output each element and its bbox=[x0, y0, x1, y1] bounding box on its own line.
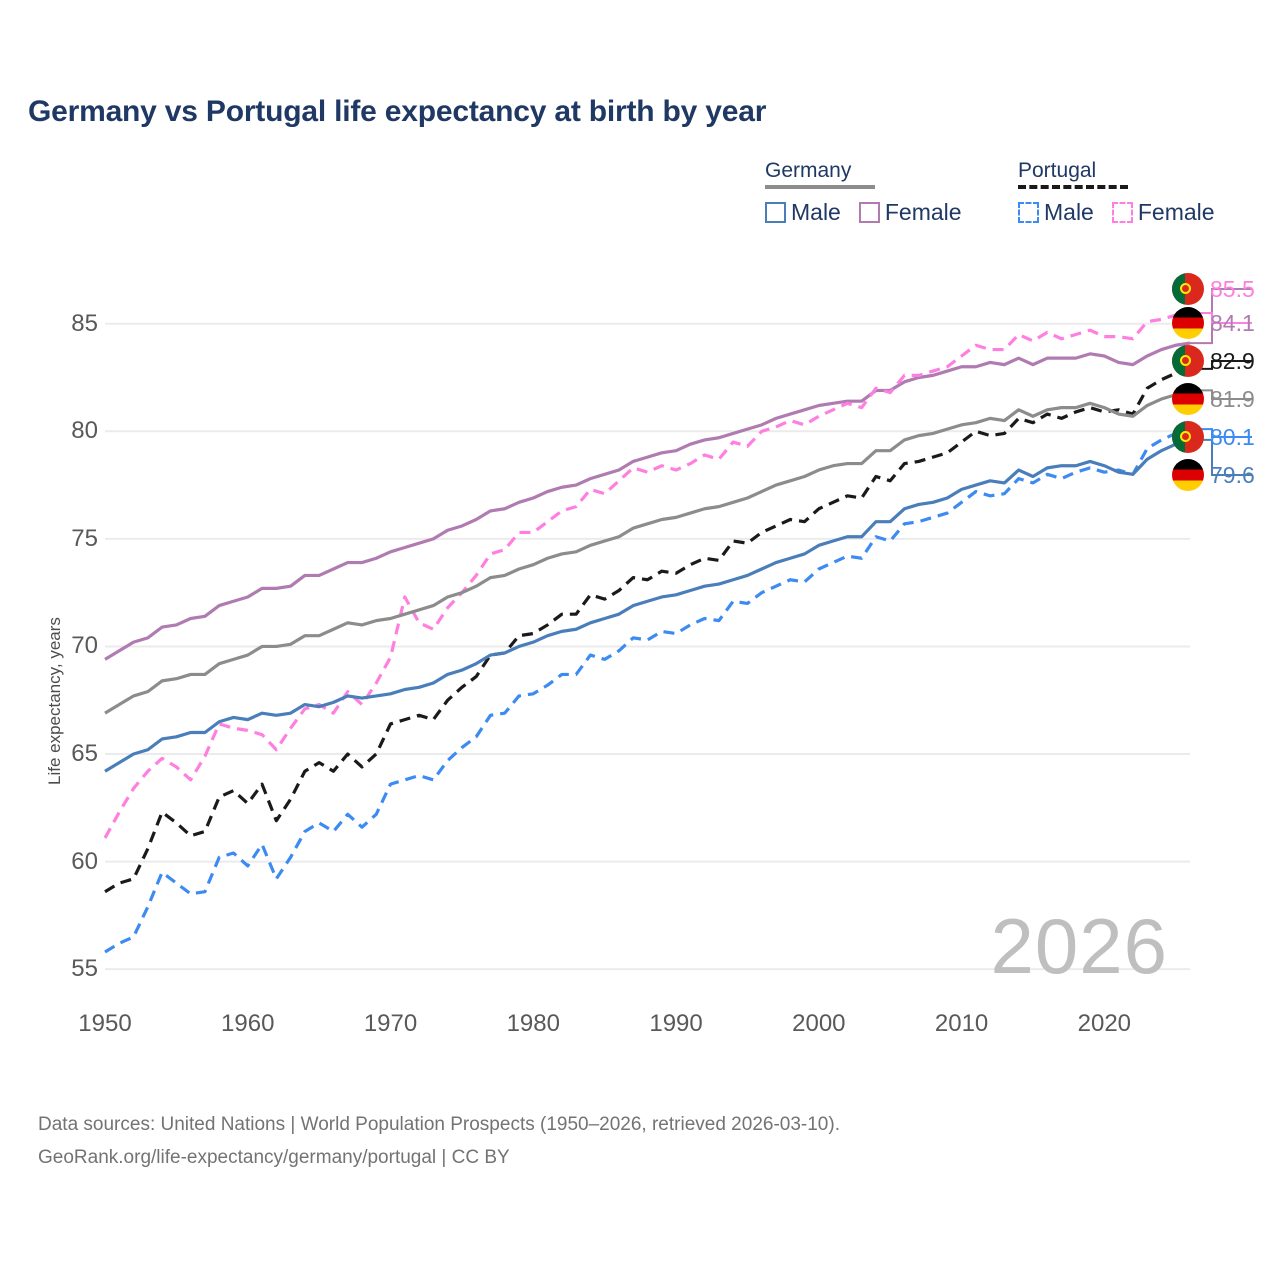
legend-swatch-icon bbox=[765, 202, 786, 223]
series-end-label: 84.1 bbox=[1172, 306, 1255, 340]
year-watermark: 2026 bbox=[990, 902, 1168, 990]
legend-swatch-icon bbox=[1018, 202, 1039, 223]
legend-item-germany-male[interactable]: Male bbox=[765, 199, 841, 226]
footer-line-2: GeoRank.org/life-expectancy/germany/port… bbox=[38, 1147, 510, 1168]
x-axis-tick-label: 1960 bbox=[221, 1010, 275, 1037]
series-end-value: 79.6 bbox=[1210, 461, 1255, 488]
series-end-label: 82.9 bbox=[1172, 344, 1255, 378]
legend-country-label: Germany bbox=[765, 159, 852, 182]
x-axis-tick-label: 2010 bbox=[934, 1010, 989, 1037]
portugal-flag-icon bbox=[1172, 421, 1204, 453]
germany-flag-icon bbox=[1172, 459, 1204, 491]
y-axis-tick-label: 75 bbox=[71, 524, 98, 552]
legend-country-label: Portugal bbox=[1018, 159, 1097, 182]
x-axis-tick-label: 2000 bbox=[792, 1010, 846, 1037]
page-title: Germany vs Portugal life expectancy at b… bbox=[28, 95, 767, 128]
series-end-label: 80.1 bbox=[1172, 420, 1255, 454]
series-end-labels: 85.5 84.1 82.9 81.9 80.1 79.6 bbox=[1172, 272, 1280, 492]
series-line-portugal-both-sexes bbox=[104, 367, 1191, 894]
chart-plot-area: Life expectancy, years 55 60 65 70 75 80 85 19… bbox=[45, 285, 1252, 1037]
legend-item-label: Female bbox=[1137, 199, 1215, 225]
germany-flag-icon bbox=[1172, 307, 1204, 339]
x-axis-tick-label: 1980 bbox=[506, 1010, 560, 1037]
legend-item-portugal-female[interactable]: Female bbox=[1111, 199, 1215, 226]
series-line-germany-female bbox=[104, 341, 1191, 661]
legend-line-sample-dashed bbox=[1018, 185, 1128, 189]
series-end-label: 79.6 bbox=[1172, 458, 1255, 492]
line-chart-svg bbox=[103, 288, 1252, 971]
footer-line-1: Data sources: United Nations | World Pop… bbox=[38, 1114, 840, 1135]
y-axis-tick-label: 55 bbox=[71, 955, 98, 983]
footer-attribution: Data sources: United Nations | World Pop… bbox=[38, 1108, 840, 1174]
series-end-value: 84.1 bbox=[1210, 309, 1255, 336]
y-axis-tick-label: 65 bbox=[71, 740, 98, 768]
y-axis-tick-label: 60 bbox=[71, 847, 98, 875]
legend-item-portugal-male[interactable]: Male bbox=[1018, 199, 1094, 226]
legend-swatch-icon bbox=[1111, 202, 1133, 223]
series-line-germany-male bbox=[104, 438, 1191, 773]
portugal-flag-icon bbox=[1172, 273, 1204, 305]
series-end-value: 82.9 bbox=[1210, 347, 1255, 374]
series-end-value: 81.9 bbox=[1210, 385, 1255, 412]
portugal-flag-icon bbox=[1172, 345, 1204, 377]
legend-item-label: Male bbox=[1044, 199, 1094, 225]
x-axis-tick-label: 1970 bbox=[363, 1010, 418, 1037]
legend-swatch-icon bbox=[858, 202, 880, 223]
series-end-value: 80.1 bbox=[1210, 423, 1255, 450]
series-line-portugal-male bbox=[104, 427, 1191, 954]
legend-group-portugal: Portugal Male Female bbox=[1018, 160, 1215, 226]
legend-line-sample-solid bbox=[765, 185, 875, 189]
series-line-germany-both-sexes bbox=[104, 388, 1191, 715]
x-axis-tick-label: 1950 bbox=[78, 1010, 132, 1037]
y-axis-tick-label: 80 bbox=[71, 417, 98, 445]
legend-group-germany: Germany Male Female bbox=[765, 160, 962, 226]
series-end-value: 85.5 bbox=[1210, 275, 1255, 302]
series-end-label: 81.9 bbox=[1172, 382, 1255, 416]
series-end-label: 85.5 bbox=[1172, 272, 1255, 306]
legend-item-label: Male bbox=[791, 199, 841, 225]
legend-item-germany-female[interactable]: Female bbox=[858, 199, 962, 226]
y-axis-tick-label: 85 bbox=[71, 309, 98, 337]
y-axis-tick-label: 70 bbox=[71, 632, 98, 660]
series-line-portugal-female bbox=[103, 311, 1191, 839]
x-axis-tick-label: 1990 bbox=[649, 1010, 703, 1037]
germany-flag-icon bbox=[1172, 383, 1204, 415]
x-axis-tick-label: 2020 bbox=[1077, 1010, 1132, 1037]
chart-legend: Germany Male Female Portugal Male bbox=[760, 160, 1260, 240]
legend-item-label: Female bbox=[884, 199, 962, 225]
